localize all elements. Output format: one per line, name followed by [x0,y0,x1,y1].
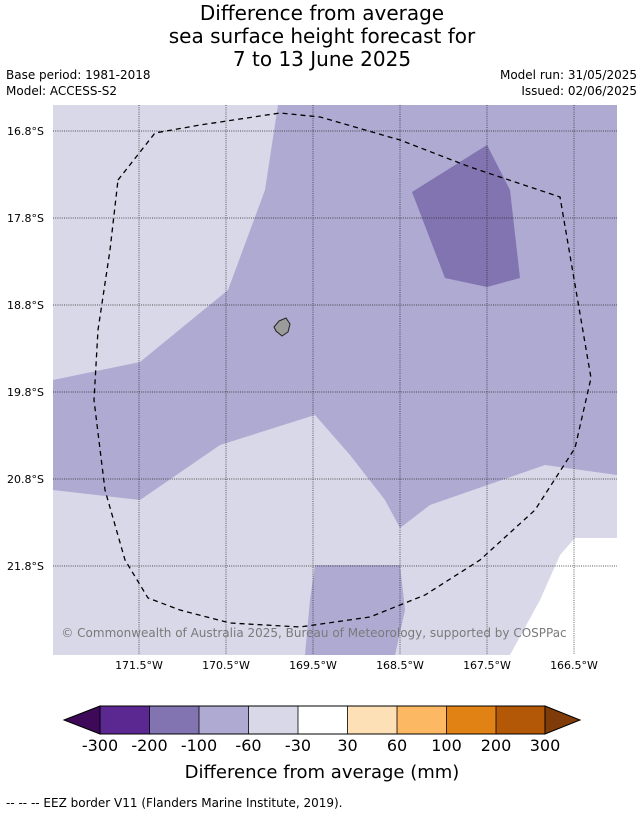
graticule [53,105,617,655]
colorbar-swatch [347,706,397,734]
title-line-3: 7 to 13 June 2025 [232,47,412,71]
lon-label: 171.5°W [115,659,163,672]
colorbar-swatch [149,706,199,734]
colorbar-tick-label: -200 [131,736,167,755]
meta-right: Model run: 31/05/2025 Issued: 02/06/2025 [500,67,637,99]
lon-label: 167.5°W [463,659,511,672]
colorbar-tick-label: 30 [337,736,357,755]
colorbar-tick-label: -300 [82,736,118,755]
eez-footnote: -- -- -- EEZ border V11 (Flanders Marine… [6,796,343,810]
colorbar-tick-label: 100 [431,736,462,755]
lat-label: 21.8°S [7,560,44,573]
meta-left: Base period: 1981-2018 Model: ACCESS-S2 [6,67,151,99]
colorbar-swatch [397,706,447,734]
lat-label: 20.8°S [7,473,44,486]
island-land [273,317,291,337]
colorbar-tick-label: 200 [481,736,512,755]
contour-dark [412,145,520,287]
colorbar-tick-label: -30 [285,736,311,755]
lon-label: 166.5°W [550,659,598,672]
colorbar-tick-label: 60 [387,736,407,755]
model-name: Model: ACCESS-S2 [6,84,118,98]
colorbar-swatch [199,706,249,734]
issued-date: Issued: 02/06/2025 [521,84,637,98]
colorbar-tick-label: -60 [235,736,261,755]
colorbar-tick-label: -100 [181,736,217,755]
lat-label: 19.8°S [7,386,44,399]
copyright-text: © Commonwealth of Australia 2025, Bureau… [61,626,566,640]
colorbar-swatch [496,706,545,734]
contour-mid-south [305,565,405,655]
colorbar-outline [99,705,546,735]
lon-label: 169.5°W [289,659,337,672]
colorbar-extend-high [544,705,582,735]
colorbar: -300 -200 -100 -60 -30 30 60 100 200 300… [62,705,582,783]
model-run: Model run: 31/05/2025 [499,68,637,82]
colorbar-swatch [298,706,348,734]
colorbar-label: Difference from average (mm) [185,762,460,783]
colorbar-extend-low [62,705,101,735]
colorbar-swatch [446,706,496,734]
lat-label: 16.8°S [7,125,44,138]
colorbar-tick-label: 300 [530,736,561,755]
title-line-1: Difference from average [199,1,445,25]
lon-label: 170.5°W [202,659,250,672]
map-panel [53,105,617,655]
colorbar-swatch [100,706,150,734]
map-title: Difference from average sea surface heig… [0,2,644,71]
title-line-2: sea surface height forecast for [168,24,476,48]
eez-border [93,112,592,628]
base-period: Base period: 1981-2018 [6,68,151,82]
lon-label: 168.5°W [376,659,424,672]
lat-label: 18.8°S [7,299,44,312]
colorbar-swatch [248,706,298,734]
lat-label: 17.8°S [7,212,44,225]
